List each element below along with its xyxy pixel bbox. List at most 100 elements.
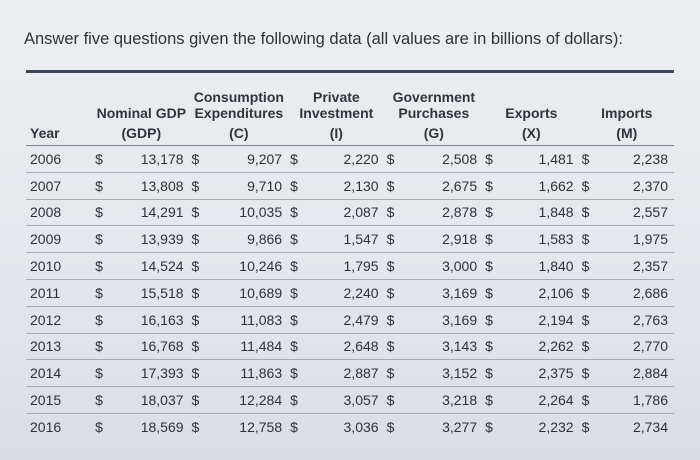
currency-symbol: $ (384, 199, 417, 227)
gdp-value-cell: 16,768 (124, 333, 190, 361)
currency-symbol: $ (288, 199, 320, 227)
investment-value-cell: 2,648 (319, 333, 385, 361)
gdp-value-cell: 18,037 (124, 386, 190, 414)
table-row: 2010 $14,524 $10,246 $1,795 $3,000 $1,840 $2,3… (26, 252, 674, 280)
currency-symbol: $ (384, 145, 417, 173)
currency-symbol: $ (93, 386, 125, 414)
gdp-value-cell: 14,524 (124, 252, 190, 280)
consumption-value-cell: 12,758 (239, 418, 283, 435)
currency-symbol: $ (384, 279, 417, 307)
currency-symbol: $ (384, 333, 417, 361)
exports-value-cell: 2,375 (514, 359, 580, 388)
consumption-value-cell: 12,284 (221, 386, 289, 414)
currency-symbol: $ (93, 279, 125, 307)
imports-value-cell: 2,884 (611, 359, 674, 388)
exports-value-cell: 1,481 (514, 145, 580, 173)
year-cell: 2013 (26, 333, 94, 361)
year-cell: 2010 (26, 252, 94, 280)
currency-symbol: $ (288, 225, 320, 254)
currency-symbol: $ (288, 306, 320, 334)
currency-symbol: $ (93, 199, 125, 227)
currency-symbol: $ (189, 359, 221, 388)
imports-value-cell: 1,975 (611, 225, 674, 254)
gdp-value-cell: 13,808 (124, 172, 190, 200)
table-row: 2016 $18,569 $12,758 $3,036 $3,277 $2,232 $2,7… (26, 413, 674, 439)
imports-value-cell: 2,238 (611, 145, 674, 173)
currency-symbol: $ (93, 252, 125, 280)
currency-symbol: $ (579, 359, 612, 388)
investment-value-cell: 3,057 (319, 386, 385, 414)
year-cell: 2016 (30, 418, 62, 435)
investment-value-cell: 1,547 (319, 225, 385, 254)
gdp-data-table: Nominal GDP Consumption Expenditures Pri… (26, 70, 674, 440)
government-value-cell: 3,143 (416, 333, 484, 361)
gdp-value-cell: 17,393 (124, 359, 190, 388)
currency-symbol: $ (93, 145, 125, 173)
consumption-value-cell: 11,863 (221, 359, 289, 388)
exports-value-cell: 1,662 (514, 172, 580, 200)
consumption-value-cell: 11,484 (221, 333, 289, 361)
header-year: Year (26, 121, 94, 146)
imports-value-cell: 2,370 (611, 172, 674, 200)
year-cell: 2015 (26, 386, 94, 414)
government-value-cell: 2,675 (416, 172, 484, 200)
table-row: 2009 $13,939 $9,866 $1,547 $2,918 $1,583 $1,97… (26, 225, 674, 254)
header-government-symbol: (G) (384, 121, 484, 146)
government-value-cell: 2,918 (416, 225, 484, 254)
government-value-cell: 3,169 (416, 306, 484, 334)
table-row: 2014 $17,393 $11,863 $2,887 $3,152 $2,375 $2,8… (26, 359, 674, 388)
header-exports-symbol: (X) (483, 121, 580, 146)
imports-value-cell: 2,557 (611, 199, 674, 227)
table-row: 2013 $16,768 $11,484 $2,648 $3,143 $2,262 $2,7… (26, 333, 674, 361)
consumption-value-cell: 10,689 (221, 279, 289, 307)
currency-symbol: $ (189, 199, 221, 227)
currency-symbol: $ (483, 172, 515, 200)
table-body: 2006 $13,178 $9,207 $2,220 $2,508 $1,481 $2,23… (26, 145, 674, 440)
exports-value-cell: 1,583 (514, 225, 580, 254)
exports-value-cell: 2,262 (514, 333, 580, 361)
imports-value-cell: 2,734 (632, 418, 668, 435)
currency-symbol: $ (93, 333, 125, 361)
currency-symbol: $ (93, 306, 125, 334)
header-government-title: Government Purchases (392, 89, 476, 121)
currency-symbol: $ (485, 418, 493, 435)
currency-symbol: $ (288, 172, 320, 200)
currency-symbol: $ (288, 386, 320, 414)
currency-symbol: $ (483, 333, 515, 361)
currency-symbol: $ (384, 386, 417, 414)
imports-value-cell: 2,763 (611, 306, 674, 334)
government-value-cell: 2,878 (416, 199, 484, 227)
consumption-value-cell: 10,246 (221, 252, 289, 280)
gdp-value-cell: 13,178 (124, 145, 190, 173)
currency-symbol: $ (384, 172, 417, 200)
currency-symbol: $ (384, 225, 417, 254)
investment-value-cell: 1,795 (319, 252, 385, 280)
exports-value-cell: 2,264 (514, 386, 580, 414)
currency-symbol: $ (483, 279, 515, 307)
currency-symbol: $ (93, 225, 125, 254)
table-row: 2015 $18,037 $12,284 $3,057 $3,218 $2,264 $1,7… (26, 386, 674, 414)
currency-symbol: $ (579, 333, 612, 361)
year-cell: 2007 (26, 172, 94, 200)
table-row: 2011 $15,518 $10,689 $2,240 $3,169 $2,106 $2,6… (26, 279, 674, 307)
consumption-value-cell: 9,207 (221, 145, 289, 173)
header-symbol-row: Year (GDP) (C) (I) (G) (X) (M) (26, 121, 674, 146)
header-year-title (26, 73, 93, 121)
header-imports-title: Imports (601, 105, 653, 121)
currency-symbol: $ (189, 172, 221, 200)
year-cell: 2009 (26, 225, 94, 254)
consumption-value-cell: 9,866 (221, 225, 289, 254)
header-gdp-symbol: (GDP) (93, 121, 190, 146)
investment-value-cell: 3,036 (343, 418, 379, 435)
currency-symbol: $ (95, 418, 103, 435)
currency-symbol: $ (189, 225, 221, 254)
currency-symbol: $ (288, 252, 320, 280)
currency-symbol: $ (483, 145, 515, 173)
header-investment-title: Private Investment (299, 89, 374, 121)
currency-symbol: $ (579, 252, 612, 280)
currency-symbol: $ (579, 225, 612, 254)
header-imports-symbol: (M) (579, 121, 674, 146)
currency-symbol: $ (189, 386, 221, 414)
year-cell: 2006 (26, 145, 94, 173)
investment-value-cell: 2,087 (319, 199, 385, 227)
